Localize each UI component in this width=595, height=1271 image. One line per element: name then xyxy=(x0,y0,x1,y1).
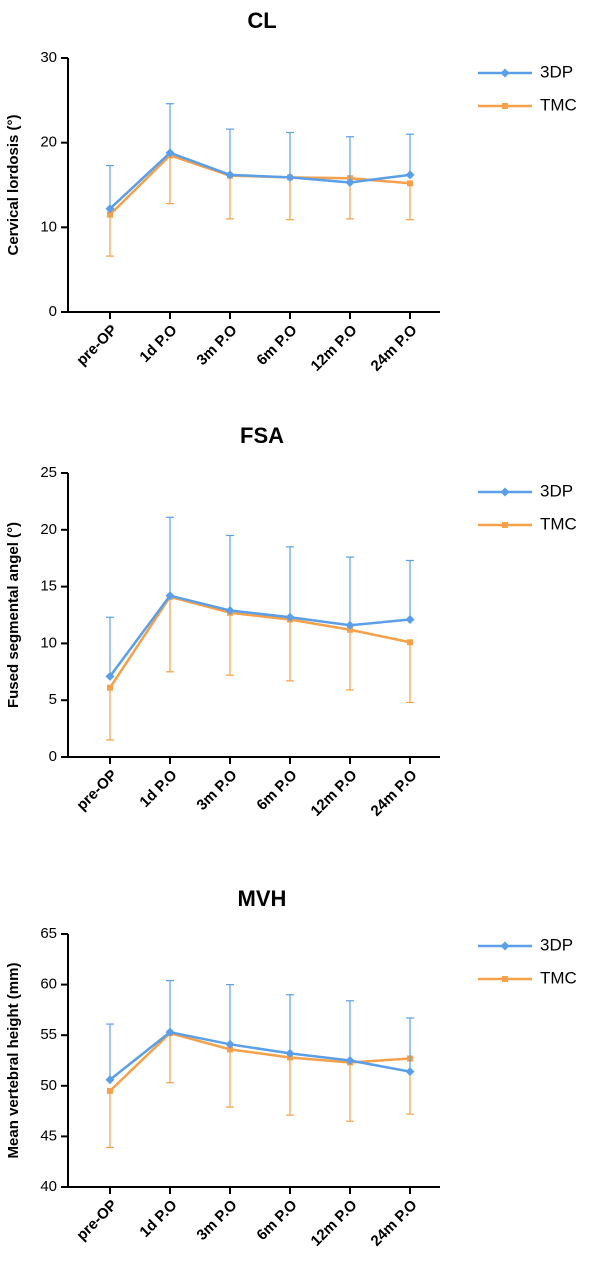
x-tick-label: 24m P.O xyxy=(368,766,421,819)
data-point xyxy=(405,170,415,180)
x-tick-label: 3m P.O xyxy=(193,766,240,813)
x-tick-label: pre-OP xyxy=(73,1197,120,1244)
data-point xyxy=(285,612,295,622)
y-tick-label: 65 xyxy=(40,925,57,942)
legend-marker xyxy=(500,941,510,951)
data-point xyxy=(165,1027,175,1037)
y-axis-label: Fused segmental angel (°) xyxy=(5,522,22,708)
y-tick-label: 10 xyxy=(40,218,57,235)
y-tick-label: 20 xyxy=(40,521,57,538)
legend: 3DP TMC xyxy=(478,481,577,533)
data-point xyxy=(285,172,295,182)
data-point xyxy=(225,1039,235,1049)
data-point xyxy=(165,148,175,158)
x-tick-label: 6m P.O xyxy=(253,766,300,813)
legend-label: TMC xyxy=(540,514,577,533)
legend-marker xyxy=(502,103,508,109)
data-point xyxy=(105,204,115,214)
chart-title: MVH xyxy=(238,886,287,911)
y-tick-label: 15 xyxy=(40,578,57,595)
legend-label: 3DP xyxy=(540,935,573,954)
chart-title: CL xyxy=(247,8,276,33)
chart-mvh: MVH Mean vertebral height (mm) 40 45 50 55 60 6… xyxy=(5,886,577,1250)
y-tick-label: 40 xyxy=(40,1178,57,1195)
series-3dp xyxy=(105,516,415,681)
chart-title: FSA xyxy=(240,423,284,448)
legend: 3DP TMC xyxy=(478,62,577,114)
data-point xyxy=(105,671,115,681)
data-point xyxy=(225,605,235,615)
series-line xyxy=(108,595,411,689)
series-3dp xyxy=(105,103,415,214)
x-tick-label: 1d P.O xyxy=(136,1196,180,1240)
data-point xyxy=(405,1067,415,1077)
x-tick-label: 1d P.O xyxy=(136,766,180,810)
x-tick-label: pre-OP xyxy=(73,322,120,369)
x-tick-label: 24m P.O xyxy=(368,321,421,374)
y-tick-label: 0 xyxy=(49,748,57,765)
data-point xyxy=(345,1056,355,1065)
data-point xyxy=(165,591,175,601)
series-line xyxy=(109,1030,411,1081)
series-3dp xyxy=(105,979,415,1085)
y-tick-label: 5 xyxy=(49,691,57,708)
series-line xyxy=(108,594,411,678)
legend-marker xyxy=(500,487,510,497)
legend-label: 3DP xyxy=(540,62,573,81)
data-point xyxy=(405,615,415,625)
legend-label: 3DP xyxy=(540,481,573,500)
y-tick-label: 25 xyxy=(40,464,57,481)
x-tick-label: 12m P.O xyxy=(308,321,361,374)
x-tick-label: 6m P.O xyxy=(253,1196,300,1243)
y-tick-label: 20 xyxy=(40,134,57,151)
data-point xyxy=(107,211,113,218)
data-point xyxy=(225,170,235,180)
y-tick-label: 55 xyxy=(40,1026,57,1043)
data-point xyxy=(407,639,413,646)
x-tick-label: 3m P.O xyxy=(193,321,240,368)
data-point xyxy=(345,620,355,630)
chart-cl: CL Cervical lordosis (°) 0 10 20 30 pre-OP 1d P… xyxy=(5,8,577,375)
chart-fsa: FSA Fused segmental angel (°) 0 5 10 15 20 25 pr… xyxy=(5,423,577,820)
x-tick-label: 24m P.O xyxy=(368,1196,421,1249)
y-axis-label: Cervical lordosis (°) xyxy=(5,114,22,255)
y-tick-label: 45 xyxy=(40,1127,57,1144)
y-tick-label: 10 xyxy=(40,634,57,651)
y-tick-label: 60 xyxy=(40,976,57,993)
x-tick-label: 12m P.O xyxy=(308,1196,361,1249)
x-tick-label: 1d P.O xyxy=(136,321,180,365)
data-point xyxy=(345,177,355,187)
legend-marker xyxy=(502,976,508,982)
legend-marker xyxy=(500,68,510,78)
x-tick-label: 3m P.O xyxy=(193,1196,240,1243)
legend-label: TMC xyxy=(540,968,577,987)
y-tick-label: 0 xyxy=(49,303,57,320)
legend-marker xyxy=(502,522,508,528)
series-tmc xyxy=(106,593,414,741)
data-point xyxy=(107,1087,113,1094)
data-point xyxy=(407,180,413,187)
y-axis-label: Mean vertebral height (mm) xyxy=(5,963,22,1159)
y-tick-label: 30 xyxy=(40,49,57,66)
series-line xyxy=(109,154,411,216)
x-tick-label: pre-OP xyxy=(73,767,120,814)
x-tick-label: 6m P.O xyxy=(253,321,300,368)
legend: 3DP TMC xyxy=(478,935,577,987)
series-line xyxy=(109,151,411,210)
y-tick-label: 50 xyxy=(40,1077,57,1094)
x-tick-label: 12m P.O xyxy=(308,766,361,819)
data-point xyxy=(105,1075,115,1085)
legend-label: TMC xyxy=(540,95,577,114)
data-point xyxy=(227,1046,233,1053)
data-point xyxy=(107,684,113,691)
data-point xyxy=(347,626,353,633)
data-point xyxy=(285,1048,295,1058)
